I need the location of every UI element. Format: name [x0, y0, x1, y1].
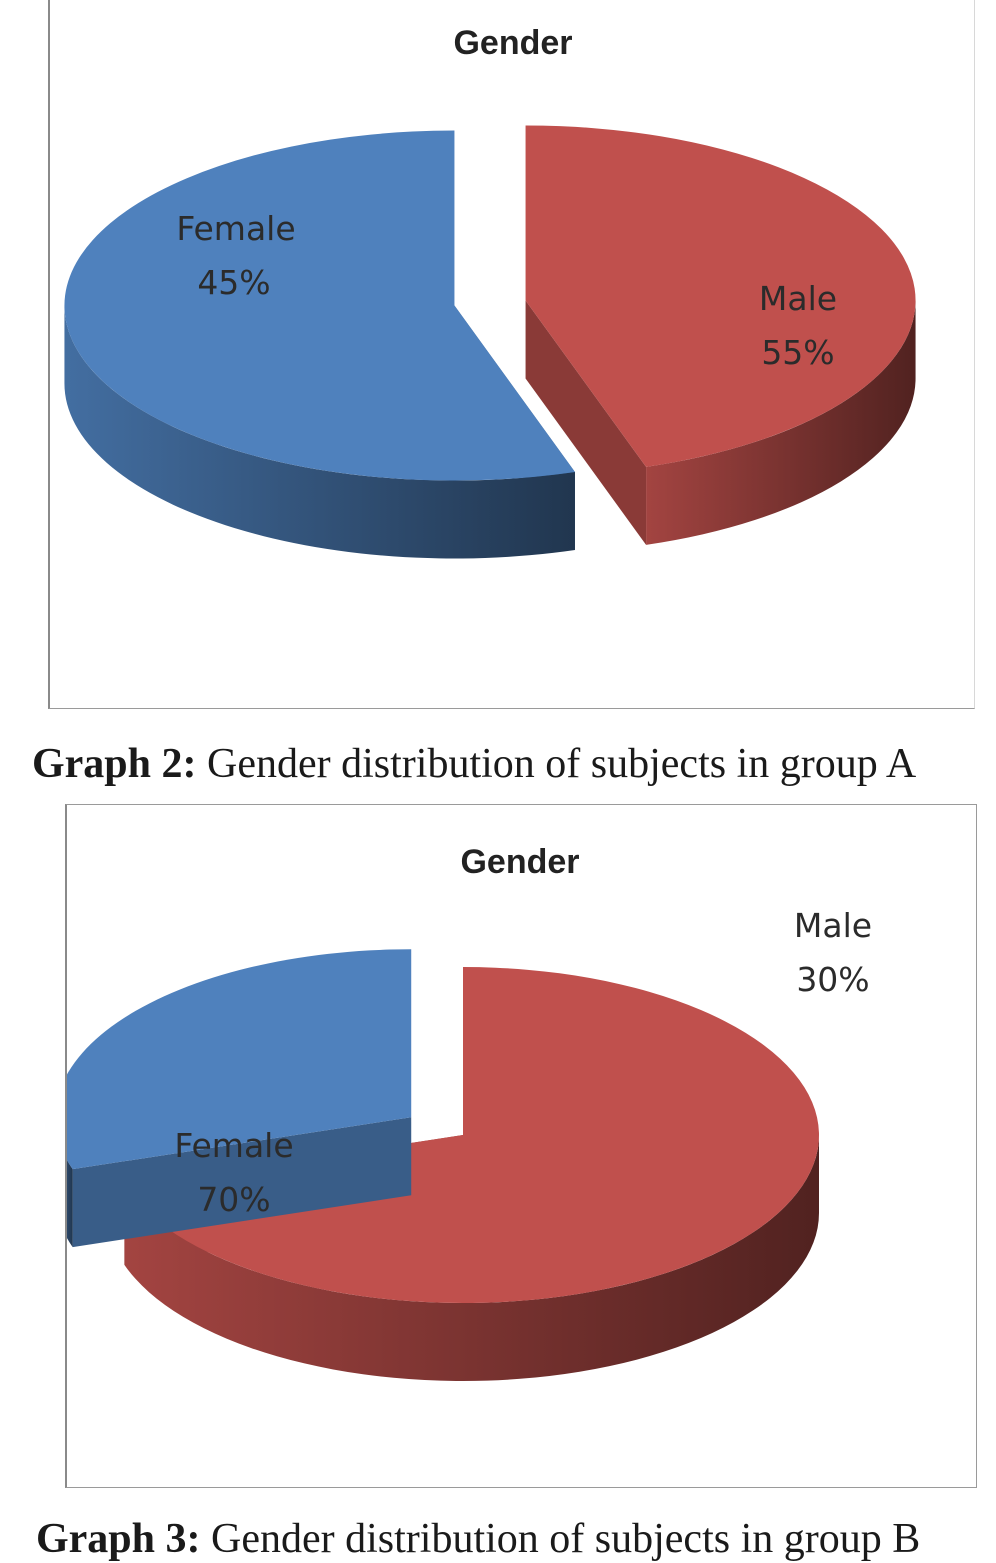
pie-slice-male [64, 130, 575, 559]
slice-value-male: 55% [761, 333, 834, 372]
slice-label-male: Male [794, 906, 872, 945]
chart-title: Gender [460, 843, 579, 881]
pie-chart-group-a: Gender Female 45% Male 55% [64, 24, 916, 559]
slice-value-male: 30% [796, 960, 869, 999]
pie-slice-male-wall-0 [72, 1117, 412, 1248]
pie-slice-male-side-0 [64, 305, 575, 559]
caption-text: Gender distribution of subjects in group… [207, 741, 917, 787]
pie-slice-female-top [124, 967, 819, 1303]
pie-slice-female-side-0 [646, 300, 916, 545]
caption-prefix: Graph 3: [36, 1516, 201, 1562]
pie-slice-male-top [64, 130, 575, 481]
pie-slice-male-top [67, 949, 412, 1170]
pie-slice-female-side-0 [124, 1135, 819, 1381]
chart-group-b: Gender Female 70% Male 30% [65, 804, 977, 1488]
pie-chart-group-b: Gender Female 70% Male 30% [67, 843, 872, 1381]
chart-title: Gender [453, 24, 572, 62]
caption-graph-2: Graph 2: Gender distribution of subjects… [32, 740, 916, 788]
pie-slices [64, 125, 916, 559]
slice-label-male: Male [759, 279, 837, 318]
pie-slice-female-wall-1 [525, 300, 647, 545]
chart-group-a: Gender Female 45% Male 55% [48, 0, 975, 709]
slice-value-female: 70% [197, 1180, 270, 1219]
caption-graph-3: Graph 3: Gender distribution of subjects… [36, 1515, 920, 1563]
pie-slice-male [67, 949, 412, 1248]
pie-slices [67, 949, 819, 1381]
pie-slice-female [525, 125, 916, 545]
slice-label-female: Female [176, 209, 295, 248]
slice-label-female: Female [174, 1126, 293, 1165]
pie-slice-male-side-0 [67, 1159, 73, 1248]
caption-text: Gender distribution of subjects in group… [211, 1516, 921, 1562]
caption-prefix: Graph 2: [32, 741, 197, 787]
pie-slice-female-top [525, 125, 916, 467]
slice-value-female: 45% [197, 263, 270, 302]
